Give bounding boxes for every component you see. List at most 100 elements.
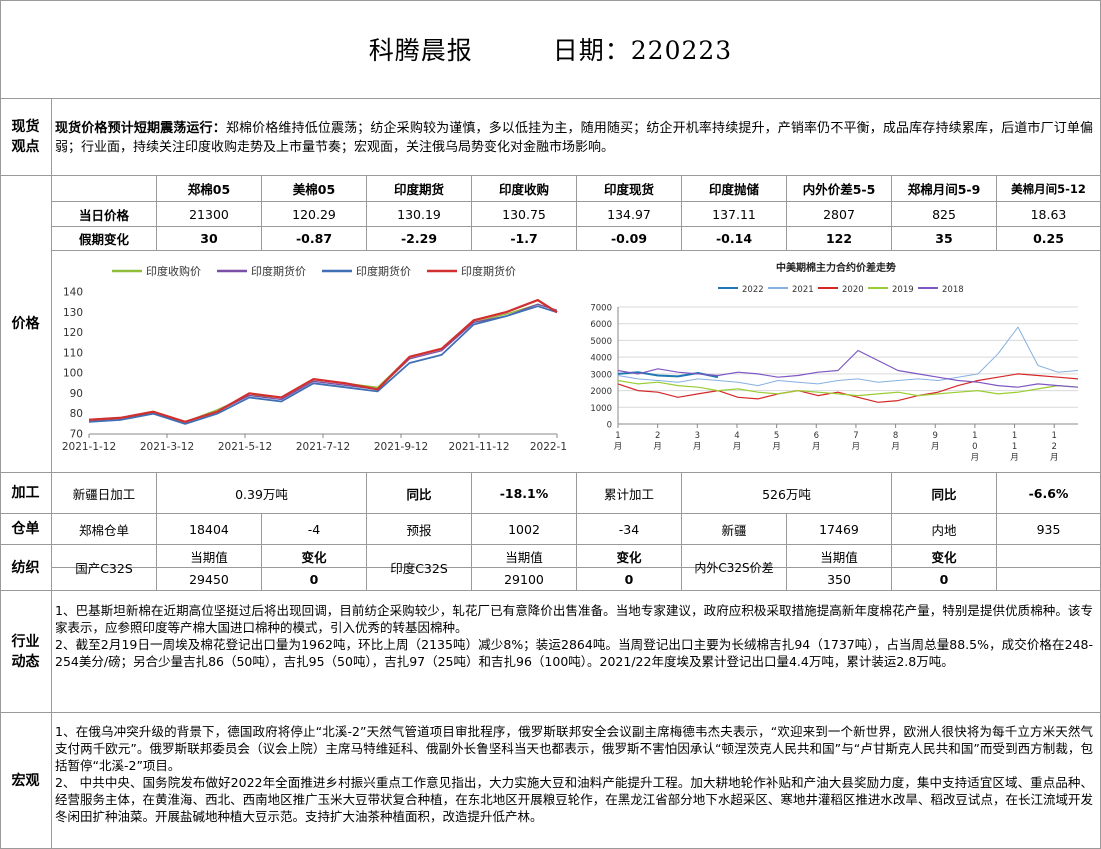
series-line (617, 379, 1079, 397)
section-label-price: 价格 (11, 316, 40, 332)
spot-view-body: 郑棉价格维持低位震荡；纺企采购较为谨慎，多以低挂为主，随用随买；纺企开机率持续提… (55, 121, 1093, 155)
yarn-name: 内外C32S价差 (694, 561, 774, 575)
table-cell: -1.7 (510, 231, 538, 246)
macro-item: 1、在俄乌冲突升级的背景下，德国政府将停止“北溪-2”天然气管道项目审批程序，俄… (55, 724, 1093, 773)
y-tick-label: 100 (63, 368, 83, 380)
y-tick-label: 0 (607, 421, 612, 431)
series-line (617, 326, 1079, 387)
y-tick-label: 3000 (590, 370, 612, 380)
zc-warrant-value: 18404 (189, 521, 229, 537)
col-header: 美棉月间5-12 (1011, 181, 1086, 196)
y-tick-label: 4000 (590, 354, 612, 364)
legend-label: 2020 (842, 285, 864, 295)
industry-item: 2、截至2月19日一周埃及棉花登记出口量为1962吨，环比上周（2135吨）减少… (55, 637, 1093, 669)
change-label: 变化 (301, 549, 327, 565)
cumulative-value: 526万吨 (762, 486, 811, 502)
current-value: 350 (827, 571, 851, 587)
x-tick-label: 2021-11-12 (448, 441, 509, 453)
table-cell: 134.97 (607, 206, 651, 222)
change-value: 0 (624, 571, 634, 587)
sino-us-spread-chart: 中美期棉主力合约价差走势 2022 2021 2020 2019 2018 7000 6000… (590, 261, 1079, 463)
table-cell: 2807 (823, 206, 855, 222)
yarn-name: 国产C32S (75, 561, 133, 576)
y-tick-label: 1000 (590, 404, 612, 414)
col-header: 印度现货 (603, 182, 654, 197)
section-label-industry: 行业动态 (11, 633, 40, 670)
col-header: 印度收购 (498, 182, 549, 197)
col-header: 印度期货 (393, 182, 444, 197)
industry-item: 1、巴基斯坦新棉在近期高位坚挺过后将出现回调，目前纺企采购较少，轧花厂已有意降价… (55, 603, 1093, 635)
spot-view-lead: 现货价格预计短期震荡运行： (55, 121, 226, 136)
legend-label: 2019 (892, 285, 914, 295)
col-header: 内外价差5-5 (802, 182, 876, 197)
xinjiang-value: 17469 (819, 521, 859, 537)
inland-value: 935 (1036, 521, 1061, 537)
zc-warrant-label: 郑棉仓单 (78, 522, 129, 538)
y-tick-label: 120 (63, 327, 83, 339)
col-header: 郑棉月间5-9 (907, 182, 981, 197)
yoy2-value: -6.6% (1028, 485, 1069, 501)
section-label-warehouse: 仓单 (11, 521, 40, 537)
table-cell: 0.25 (1033, 231, 1064, 246)
series-line (88, 298, 558, 423)
cumulative-label: 累计加工 (603, 486, 654, 502)
current-value: 29450 (189, 571, 229, 587)
table-cell: 18.63 (1030, 206, 1067, 222)
legend-label: 2022 (742, 285, 764, 295)
col-header: 郑棉05 (187, 182, 231, 197)
y-tick-label: 80 (70, 408, 83, 420)
table-cell: -0.14 (715, 231, 753, 246)
col-header: 印度抛储 (708, 182, 759, 197)
table-cell: 122 (825, 231, 853, 246)
legend-label: 2018 (942, 285, 964, 295)
inland-label: 内地 (931, 522, 957, 538)
xinjiang-daily-value: 0.39万吨 (235, 486, 288, 502)
chart-title: 中美期棉主力合约价差走势 (776, 261, 896, 274)
section-label-macro: 宏观 (11, 772, 40, 789)
current-label: 当期值 (190, 549, 228, 565)
change-label: 变化 (931, 549, 957, 565)
spot-view-text: 现货价格预计短期震荡运行：郑棉价格维持低位震荡；纺企采购较为谨慎，多以低挂为主，… (55, 119, 1093, 157)
col-header: 美棉05 (292, 182, 336, 197)
table-cell: 825 (932, 206, 956, 222)
x-tick-label: 2021-7-12 (296, 441, 350, 453)
india-price-chart: 印度收购价 印度期货价 印度期货价 印度期货价 140 130 120 110 100 90 80 7… (62, 264, 567, 453)
xinjiang-label: 新疆 (721, 522, 747, 538)
change-value: 0 (939, 571, 949, 587)
table-cell: 137.11 (712, 206, 756, 222)
yoy-value: -18.1% (499, 485, 549, 501)
yarn-name: 印度C32S (390, 561, 448, 576)
y-tick-label: 7000 (590, 304, 612, 314)
y-tick-label: 6000 (590, 320, 612, 330)
yoy-label: 同比 (406, 486, 432, 502)
y-tick-label: 70 (70, 429, 83, 441)
macro-news: 1、在俄乌冲突升级的背景下，德国政府将停止“北溪-2”天然气管道项目审批程序，俄… (55, 723, 1093, 825)
y-tick-label: 90 (70, 388, 83, 400)
legend-label: 印度期货价 (251, 264, 306, 278)
y-tick-label: 130 (63, 307, 83, 319)
report-date: 日期：220223 (552, 36, 733, 65)
x-tick-label: 2021-9-12 (374, 441, 428, 453)
legend-label: 印度收购价 (146, 264, 201, 278)
table-cell: -2.29 (400, 231, 438, 246)
row-label: 假期变化 (78, 232, 129, 247)
section-label-processing: 加工 (11, 485, 40, 501)
change-value: 0 (309, 571, 319, 587)
table-cell: 21300 (189, 206, 229, 222)
current-label: 当期值 (505, 549, 543, 565)
y-tick-label: 140 (63, 287, 83, 299)
forecast-label: 预报 (406, 522, 432, 538)
x-tick-label: 2022-1-12 (530, 441, 567, 453)
x-tick-label: 2021-5-12 (218, 441, 272, 453)
yoy2-label: 同比 (931, 486, 957, 502)
